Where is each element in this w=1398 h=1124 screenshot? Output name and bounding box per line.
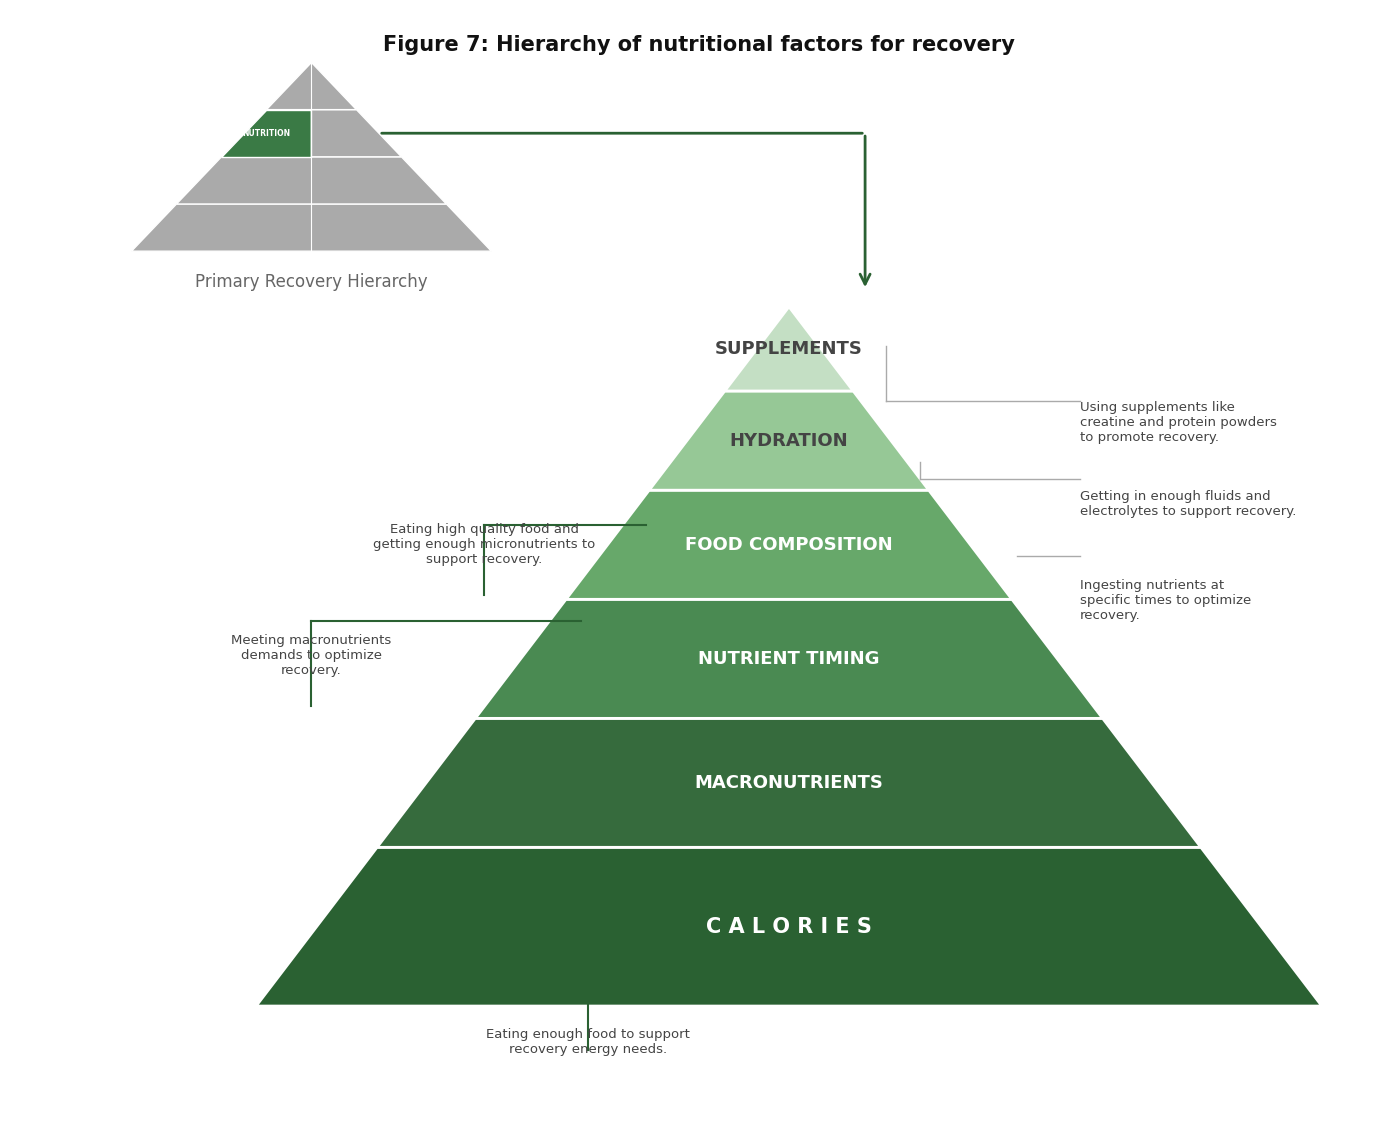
Polygon shape [475,599,1103,718]
Polygon shape [377,718,1201,847]
Text: Primary Recovery Hierarchy: Primary Recovery Hierarchy [196,273,428,291]
Polygon shape [649,391,928,490]
Polygon shape [566,490,1012,599]
Polygon shape [256,847,1323,1006]
Text: Using supplements like
creatine and protein powders
to promote recovery.: Using supplements like creatine and prot… [1079,401,1276,444]
Text: Getting in enough fluids and
electrolytes to support recovery.: Getting in enough fluids and electrolyte… [1079,490,1296,518]
Polygon shape [131,203,491,251]
Text: Figure 7: Hierarchy of nutritional factors for recovery: Figure 7: Hierarchy of nutritional facto… [383,35,1015,55]
Polygon shape [267,63,356,110]
Polygon shape [312,110,401,157]
Text: Ingesting nutrients at
specific times to optimize
recovery.: Ingesting nutrients at specific times to… [1079,579,1251,622]
Text: MACRONUTRIENTS: MACRONUTRIENTS [695,773,884,791]
Text: Eating high quality food and
getting enough micronutrients to
support recovery.: Eating high quality food and getting eno… [373,523,596,566]
Text: NUTRITION: NUTRITION [242,129,291,138]
Text: HYDRATION: HYDRATION [730,432,849,450]
Text: Meeting macronutrients
demands to optimize
recovery.: Meeting macronutrients demands to optimi… [231,634,391,677]
Text: NUTRIENT TIMING: NUTRIENT TIMING [698,650,879,668]
Polygon shape [221,110,312,157]
Text: FOOD COMPOSITION: FOOD COMPOSITION [685,536,893,554]
Polygon shape [724,307,853,391]
Polygon shape [176,157,446,203]
Text: SUPPLEMENTS: SUPPLEMENTS [714,339,863,357]
Text: Eating enough food to support
recovery energy needs.: Eating enough food to support recovery e… [487,1028,691,1057]
Text: C A L O R I E S: C A L O R I E S [706,917,872,936]
